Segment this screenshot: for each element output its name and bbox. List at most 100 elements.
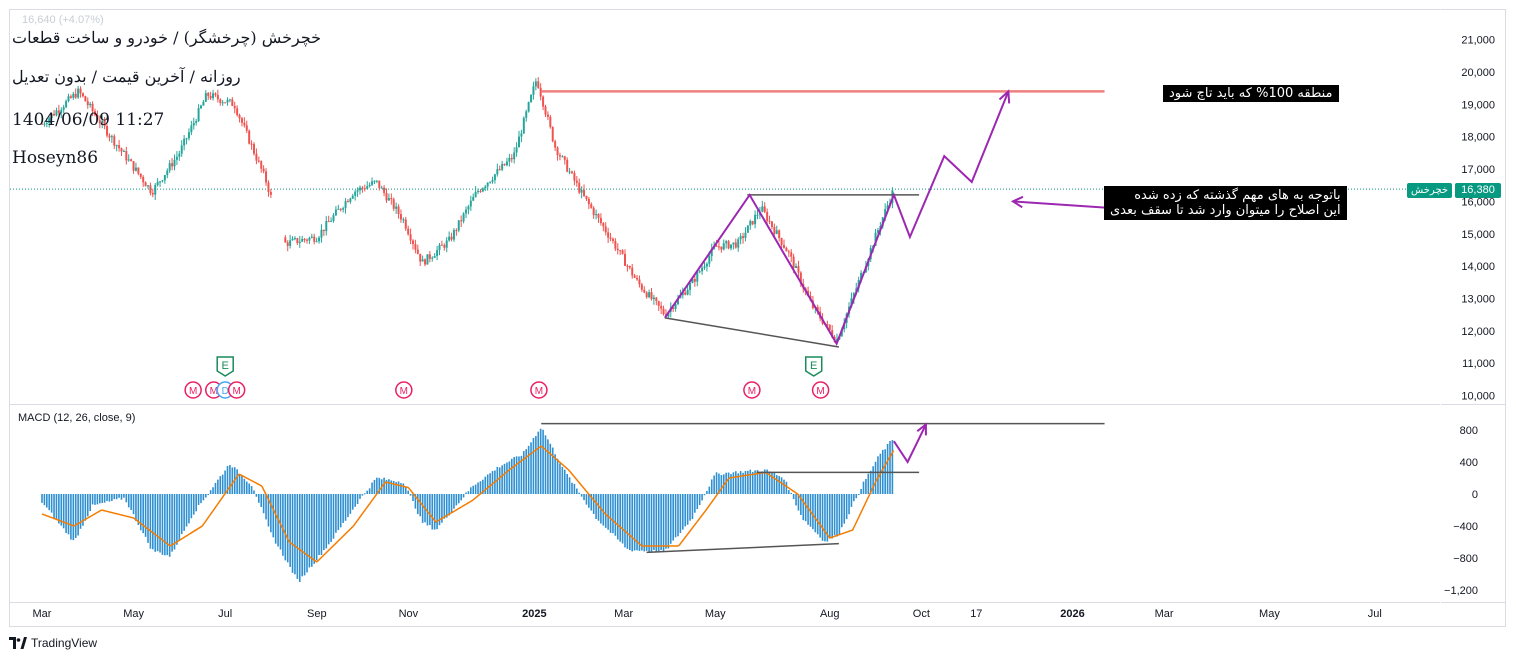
candle — [397, 206, 400, 215]
candle — [245, 125, 248, 131]
tradingview-logo[interactable]: TradingView — [9, 636, 97, 650]
macd-histogram-bar — [108, 494, 111, 502]
support-trendline[interactable] — [664, 317, 840, 348]
macd-histogram-bar — [183, 494, 185, 531]
macd-histogram-bar — [614, 494, 617, 536]
candle — [402, 219, 405, 221]
macd-histogram-bar — [648, 494, 650, 552]
earnings-marker[interactable]: E — [804, 356, 823, 377]
macd-histogram-bar — [147, 494, 149, 543]
macd-histogram-bar — [344, 494, 347, 521]
macd-pane[interactable] — [41, 422, 1105, 582]
candle — [395, 206, 398, 209]
candle — [469, 200, 472, 207]
macd-histogram-bar — [236, 469, 238, 494]
candle — [799, 272, 802, 285]
event-marker[interactable]: M — [743, 381, 761, 399]
candle — [751, 220, 754, 225]
event-marker[interactable]: M — [227, 381, 246, 399]
macd-histogram-bar — [679, 494, 682, 534]
candle — [330, 220, 333, 222]
candle — [717, 246, 720, 248]
candle — [407, 228, 410, 235]
macd-histogram-bar — [783, 479, 785, 494]
price-pane[interactable]: E EM M D M M M M M — [10, 77, 1440, 399]
candle — [390, 198, 393, 200]
candle — [886, 205, 889, 209]
candle — [537, 81, 540, 88]
candle — [590, 204, 593, 208]
price-axis-label: 13,000 — [1461, 293, 1495, 305]
candle — [477, 191, 480, 193]
candle — [62, 107, 65, 110]
candle — [120, 148, 123, 152]
macd-histogram-bar — [320, 494, 323, 555]
candle — [91, 103, 94, 112]
event-marker[interactable]: M — [530, 381, 548, 399]
candle — [185, 138, 188, 140]
candle — [195, 121, 198, 123]
breakout-note[interactable]: باتوجه به های مهم گذشته که زده شده این ا… — [1104, 186, 1347, 220]
macd-histogram-bar — [286, 494, 289, 563]
pointer-arrow[interactable] — [1012, 200, 1110, 209]
candle — [308, 237, 311, 241]
price-axis-label: 21,000 — [1461, 35, 1495, 47]
macd-histogram-bar — [742, 472, 744, 494]
candle — [171, 163, 174, 167]
candle — [648, 292, 651, 298]
macd-histogram-bar — [188, 494, 190, 524]
time-axis-label: 17 — [970, 608, 982, 620]
candle — [609, 237, 612, 239]
candle — [41, 123, 43, 125]
macd-histogram-bar — [597, 494, 600, 521]
macd-histogram-bar — [754, 470, 756, 494]
event-marker[interactable]: M — [811, 381, 830, 399]
candle — [583, 189, 586, 196]
macd-histogram-bar — [590, 494, 593, 511]
macd-histogram-bar — [889, 441, 891, 494]
macd-lower-trendline[interactable] — [646, 542, 839, 554]
macd-histogram-bar — [667, 494, 670, 549]
macd-histogram-bar — [694, 494, 696, 513]
macd-histogram-bar — [238, 474, 241, 494]
macd-histogram-bar — [253, 490, 255, 494]
macd-histogram-bar — [255, 494, 258, 497]
macd-histogram-bar — [682, 494, 684, 530]
macd-histogram-bar — [624, 494, 626, 548]
candle — [455, 230, 458, 232]
time-axis-label: Sep — [307, 608, 327, 620]
macd-projection-arrowhead — [916, 422, 927, 436]
macd-histogram-bar — [619, 494, 621, 542]
earnings-marker[interactable]: E — [216, 356, 234, 377]
macd-histogram-bar — [438, 494, 441, 526]
price-axis-label: 20,000 — [1461, 67, 1495, 79]
target-zone-note[interactable]: منطقه 100% که باید تاچ شود — [1163, 85, 1339, 102]
candle — [240, 118, 243, 123]
macd-histogram-bar — [60, 494, 63, 526]
macd-histogram-bar — [869, 470, 872, 494]
candle — [727, 241, 730, 249]
event-marker[interactable]: M — [184, 381, 202, 399]
event-marker[interactable]: M — [395, 381, 413, 399]
candle — [50, 113, 53, 119]
macd-histogram-bar — [342, 494, 344, 523]
macd-histogram-bar — [595, 494, 597, 520]
macd-histogram-bar — [195, 494, 197, 512]
macd-histogram-bar — [669, 494, 672, 544]
projection-zigzag[interactable] — [664, 91, 1010, 347]
macd-histogram-bar — [453, 494, 455, 509]
macd-histogram-bar — [431, 494, 434, 530]
macd-histogram-bar — [402, 483, 405, 494]
candle — [98, 120, 101, 124]
macd-projection-zigzag[interactable] — [893, 423, 927, 465]
macd-histogram-bar — [224, 470, 226, 494]
macd-histogram-bar — [152, 494, 154, 550]
macd-histogram-bar — [662, 494, 665, 552]
macd-histogram-bar — [364, 493, 366, 495]
macd-histogram-bar — [563, 469, 566, 494]
time-axis-label: May — [123, 608, 144, 620]
candle — [161, 180, 164, 182]
macd-legend[interactable]: MACD (12, 26, close, 9) — [18, 412, 136, 424]
macd-histogram-bar — [400, 483, 402, 494]
